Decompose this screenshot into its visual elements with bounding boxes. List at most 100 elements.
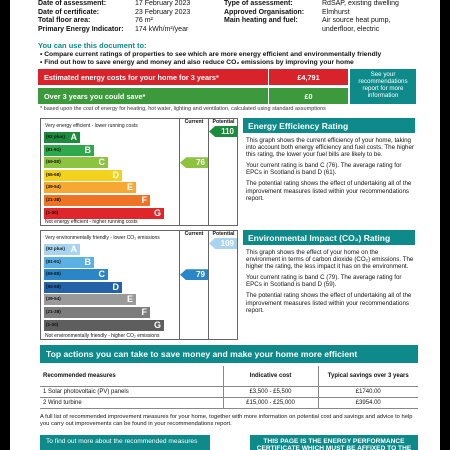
detail-key: Total floor area: — [38, 17, 91, 25]
detail-row: Date of assessment: 17 February 2023 Typ… — [38, 0, 418, 9]
impact-paragraph: This graph shows the effect of your home… — [246, 249, 414, 271]
detail-value: 23 February 2023 — [135, 8, 191, 16]
efficiency-heading: Energy Efficiency Rating — [243, 118, 415, 133]
impact-band-d: (55-68) D — [44, 281, 122, 293]
band-letter: G — [153, 207, 161, 218]
efficiency-text: This graph shows the current efficiency … — [246, 137, 414, 206]
efficiency-paragraph: The potential rating shows the effect of… — [246, 180, 412, 202]
impact-paragraph: Your current rating is band C (79). The … — [246, 274, 402, 289]
intro-bullet: Find out how to save energy and money an… — [40, 59, 381, 67]
band-range: (1-20) — [46, 209, 59, 215]
band-letter: C — [98, 269, 106, 280]
band-range: (39-54) — [46, 184, 61, 190]
detail-key: Main heating and fuel: — [224, 17, 298, 25]
band-range: (55-68) — [46, 283, 61, 289]
epc-page: Date of assessment: 17 February 2023 Typ… — [10, 0, 440, 450]
column-divider — [179, 231, 180, 339]
detail-key — [224, 26, 322, 35]
band-letter: E — [126, 182, 133, 193]
band-range: (69-80) — [46, 271, 61, 277]
measure-cell: 2 Wind turbine — [40, 397, 223, 409]
environmental-impact-chart: Current Potential Very environmentally f… — [40, 230, 238, 340]
detail-value: 17 February 2023 — [135, 0, 191, 7]
current-column-header: Current — [184, 119, 204, 125]
band-range: (55-68) — [46, 171, 61, 177]
detail-value: underfloor, electric — [322, 25, 380, 33]
band-letter: A — [70, 244, 78, 254]
savings-row: Over 3 years you could save* £0 — [38, 88, 348, 104]
column-divider — [208, 231, 209, 339]
column-header: Typical savings over 3 years — [318, 366, 418, 387]
certificate-banner: THIS PAGE IS THE ENERGY PERFORMANCE CERT… — [250, 435, 418, 450]
cost-cell: £15,000 - £25,000 — [222, 397, 319, 409]
estimated-cost-value: £4,791 — [268, 69, 348, 85]
detail-row: Primary Energy Indicator: 174 kWh/m²/yea… — [38, 26, 418, 35]
chart-top-text: Very energy efficient - lower running co… — [45, 123, 138, 129]
potential-column-header: Potential — [212, 119, 235, 125]
detail-value: RdSAP, existing dwelling — [322, 0, 399, 7]
detail-key: Date of assessment: — [38, 0, 107, 7]
chart-top-text: Very environmentally friendly - lower CO… — [45, 235, 160, 241]
table-row: 1 Solar photovoltaic (PV) panels £3,500 … — [40, 386, 418, 398]
detail-row: Date of certificate: 23 February 2023 Ap… — [38, 9, 418, 18]
impact-potential-arrow: 109 — [209, 238, 237, 249]
chart-bottom-text: Not environmentally friendly - higher CO… — [45, 333, 160, 339]
detail-value: 174 kWh/m²/year — [135, 25, 189, 33]
chart-bottom-text: Not energy efficient - higher running co… — [45, 219, 138, 225]
band-letter: C — [98, 157, 106, 168]
band-range: (92 plus) — [46, 134, 65, 139]
detail-key: Primary Energy Indicator: — [38, 25, 124, 33]
impact-paragraph: The potential rating shows the effect of… — [246, 292, 412, 314]
band-letter: D — [112, 169, 120, 180]
top-actions-heading: Top actions you can take to save money a… — [40, 345, 418, 363]
table-header-row: Recommended measures Indicative cost Typ… — [40, 366, 418, 387]
impact-band-e: (39-54) E — [44, 294, 136, 306]
impact-band-g: (1-20) G — [44, 319, 164, 331]
detail-value: 76 m² — [135, 17, 153, 25]
band-range: (81-91) — [46, 146, 61, 152]
efficiency-paragraph: This graph shows the current efficiency … — [246, 137, 414, 159]
see-recommendations-box: See your recommendations report for more… — [350, 69, 416, 104]
band-letter: F — [141, 195, 148, 205]
band-letter: D — [112, 281, 120, 292]
efficiency-band-c: (69-80) C — [44, 157, 108, 169]
band-range: (39-54) — [46, 296, 61, 302]
estimated-cost-row: Estimated energy costs for your home for… — [38, 69, 348, 85]
band-range: (69-80) — [46, 159, 61, 165]
recommended-measures-table: Recommended measures Indicative cost Typ… — [40, 366, 418, 409]
savings-label: Over 3 years you could save* — [44, 92, 146, 101]
current-column-header: Current — [184, 231, 204, 237]
band-letter: E — [126, 294, 133, 305]
detail-key: Approved Organisation: — [224, 8, 305, 16]
band-letter: G — [153, 319, 161, 330]
efficiency-current-arrow: 76 — [180, 157, 208, 169]
column-divider — [179, 119, 180, 225]
intro-bullets: Compare current ratings of properties to… — [40, 51, 381, 67]
efficiency-potential-arrow: 110 — [209, 126, 237, 137]
detail-value: Air source heat pump, — [322, 17, 391, 25]
band-range: (92 plus) — [46, 246, 65, 251]
impact-text: This graph shows the effect of your home… — [246, 249, 414, 318]
use-document-title: You can use this document to: — [38, 41, 147, 50]
assessment-details: Date of assessment: 17 February 2023 Typ… — [38, 0, 418, 34]
impact-band-c: (69-80) C — [44, 269, 108, 281]
column-header: Indicative cost — [222, 366, 319, 387]
energy-efficiency-chart: Current Potential Very energy efficient … — [40, 118, 238, 226]
band-letter: B — [84, 256, 92, 267]
savings-value: £0 — [268, 88, 348, 104]
efficiency-band-a: (92 plus) A — [44, 132, 80, 143]
impact-heading: Environmental Impact (CO₂) Rating — [243, 230, 415, 245]
band-letter: F — [141, 307, 148, 317]
full-list-note: A full list of recommended improvement m… — [40, 414, 413, 427]
detail-key: Date of certificate: — [38, 8, 100, 16]
band-letter: A — [70, 132, 78, 142]
saving-cell: £3954.00 — [318, 397, 418, 409]
column-header: Recommended measures — [40, 366, 223, 387]
detail-row: Total floor area: 76 m² Main heating and… — [38, 17, 418, 26]
impact-band-b: (81-91) B — [44, 256, 94, 268]
band-range: (21-38) — [46, 309, 61, 314]
column-divider — [208, 119, 209, 225]
detail-value: Elmhurst — [322, 8, 350, 16]
efficiency-band-d: (55-68) D — [44, 169, 122, 181]
estimated-cost-label: Estimated energy costs for your home for… — [44, 73, 219, 82]
